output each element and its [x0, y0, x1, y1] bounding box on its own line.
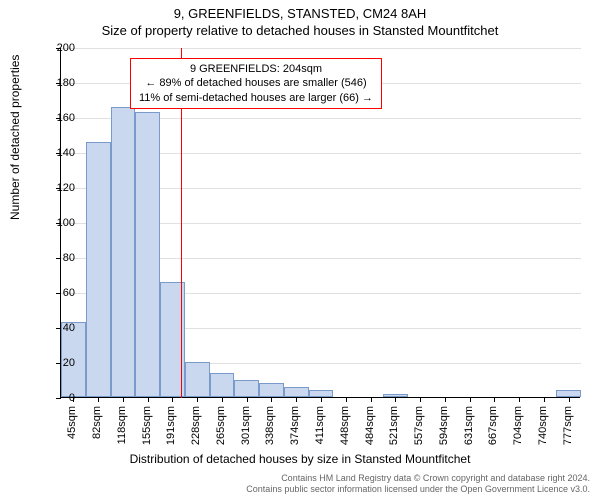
xtick-mark [395, 397, 396, 402]
xtick-label: 557sqm [413, 406, 425, 445]
bar [556, 390, 581, 397]
ytick-label: 160 [45, 112, 75, 124]
xtick-label: 374sqm [289, 406, 301, 445]
xtick-mark [569, 397, 570, 402]
gridline [61, 48, 581, 49]
title-sub: Size of property relative to detached ho… [0, 21, 600, 38]
xtick-label: 411sqm [314, 406, 326, 444]
xtick-label: 155sqm [141, 406, 153, 445]
bar [284, 387, 309, 398]
callout-box: 9 GREENFIELDS: 204sqm← 89% of detached h… [130, 58, 382, 109]
bar [210, 373, 235, 398]
xtick-label: 631sqm [463, 406, 475, 445]
xtick-mark [445, 397, 446, 402]
xtick-label: 265sqm [215, 406, 227, 445]
xtick-mark [544, 397, 545, 402]
x-axis-label: Distribution of detached houses by size … [0, 452, 600, 466]
chart-container: 9, GREENFIELDS, STANSTED, CM24 8AH Size … [0, 0, 600, 500]
ytick-label: 140 [45, 147, 75, 159]
bar [309, 390, 334, 397]
xtick-mark [123, 397, 124, 402]
xtick-mark [494, 397, 495, 402]
ytick-label: 20 [45, 357, 75, 369]
xtick-mark [470, 397, 471, 402]
bar [86, 142, 111, 398]
xtick-mark [346, 397, 347, 402]
xtick-mark [371, 397, 372, 402]
xtick-label: 777sqm [562, 406, 574, 445]
bar [234, 380, 259, 398]
xtick-label: 667sqm [487, 406, 499, 445]
xtick-label: 704sqm [512, 406, 524, 445]
ytick-label: 40 [45, 322, 75, 334]
footer-line-2: Contains public sector information licen… [246, 484, 590, 496]
xtick-label: 118sqm [116, 406, 128, 444]
ytick-label: 60 [45, 287, 75, 299]
xtick-mark [519, 397, 520, 402]
xtick-mark [321, 397, 322, 402]
title-main: 9, GREENFIELDS, STANSTED, CM24 8AH [0, 0, 600, 21]
xtick-mark [420, 397, 421, 402]
bar [111, 107, 136, 398]
bar [185, 362, 210, 397]
ytick-label: 120 [45, 182, 75, 194]
ytick-label: 200 [45, 42, 75, 54]
callout-line: ← 89% of detached houses are smaller (54… [139, 76, 373, 90]
xtick-label: 521sqm [388, 406, 400, 445]
xtick-label: 594sqm [438, 406, 450, 445]
xtick-mark [222, 397, 223, 402]
xtick-mark [247, 397, 248, 402]
xtick-mark [148, 397, 149, 402]
ytick-label: 80 [45, 252, 75, 264]
y-axis-label: Number of detached properties [8, 55, 22, 220]
xtick-label: 228sqm [190, 406, 202, 445]
xtick-label: 484sqm [364, 406, 376, 445]
xtick-label: 45sqm [66, 406, 78, 439]
bar [135, 112, 160, 397]
ytick-label: 100 [45, 217, 75, 229]
xtick-mark [197, 397, 198, 402]
ytick-label: 180 [45, 77, 75, 89]
xtick-label: 448sqm [339, 406, 351, 445]
xtick-label: 191sqm [165, 406, 177, 445]
xtick-label: 338sqm [264, 406, 276, 445]
xtick-mark [296, 397, 297, 402]
callout-line: 9 GREENFIELDS: 204sqm [139, 62, 373, 76]
xtick-label: 301sqm [240, 406, 252, 445]
xtick-label: 740sqm [537, 406, 549, 445]
bar [259, 383, 284, 397]
callout-line: 11% of semi-detached houses are larger (… [139, 91, 373, 105]
ytick-label: 0 [45, 392, 75, 404]
xtick-mark [98, 397, 99, 402]
xtick-mark [172, 397, 173, 402]
footer-line-1: Contains HM Land Registry data © Crown c… [246, 473, 590, 485]
footer-attribution: Contains HM Land Registry data © Crown c… [246, 473, 590, 496]
xtick-mark [271, 397, 272, 402]
xtick-label: 82sqm [91, 406, 103, 439]
